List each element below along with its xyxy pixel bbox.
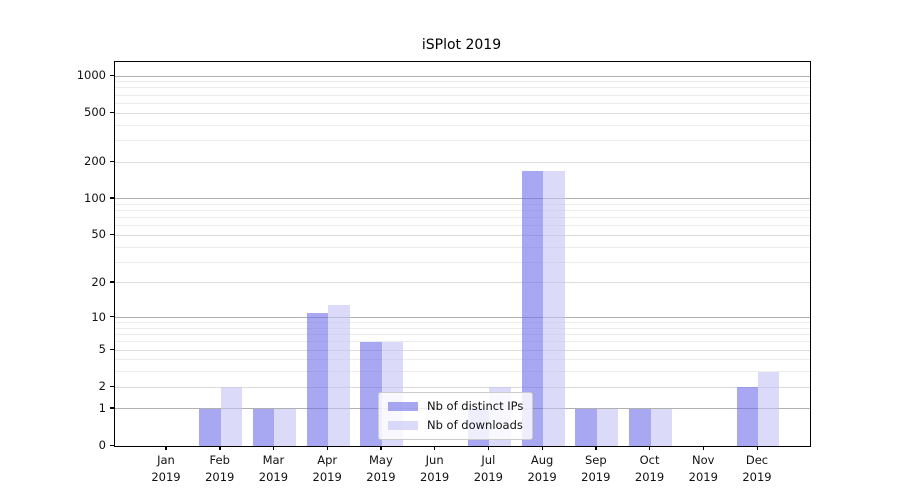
y-tick-mark-5 [110, 348, 114, 350]
x-tick-mark-jun [434, 446, 436, 450]
x-tick-mark-feb [219, 446, 221, 450]
x-tick-mark-oct [649, 446, 651, 450]
x-tick-label-jun: Jun 2019 [419, 453, 450, 484]
gridline-y-20 [115, 282, 810, 284]
gridline-y-900 [115, 81, 810, 83]
gridline-y-7 [115, 334, 810, 336]
y-tick-label-20: 20 [91, 274, 106, 289]
y-tick-mark-10 [110, 316, 114, 318]
y-tick-mark-1 [110, 407, 114, 409]
x-tick-label-apr: Apr 2019 [312, 453, 342, 484]
y-tick-label-1: 1 [98, 400, 106, 415]
bar-mar-distinct-ips [252, 408, 275, 446]
y-tick-label-500: 500 [84, 105, 106, 120]
legend-label-distinct-ips: Nb of distinct IPs [427, 399, 524, 413]
bar-feb-distinct-ips [199, 408, 221, 446]
x-tick-label-jul: Jul 2019 [473, 453, 503, 484]
gridline-y-90 [115, 203, 810, 205]
gridline-y-100 [115, 198, 810, 200]
gridline-y-50 [115, 234, 810, 236]
x-tick-label-oct: Oct 2019 [634, 453, 665, 484]
y-tick-label-5: 5 [98, 342, 106, 357]
x-tick-label-aug: Aug 2019 [527, 453, 557, 484]
y-tick-mark-500 [110, 111, 114, 113]
x-tick-label-may: May 2019 [366, 453, 396, 484]
gridline-y-3 [115, 371, 810, 373]
bar-dec-downloads [758, 371, 780, 446]
y-tick-mark-50 [110, 233, 114, 236]
gridline-y-300 [115, 139, 810, 141]
bar-sep-distinct-ips [575, 408, 597, 446]
x-tick-label-sep: Sep 2019 [581, 453, 611, 484]
bar-dec-distinct-ips [736, 387, 758, 446]
bar-oct-distinct-ips [629, 408, 651, 446]
x-tick-label-nov: Nov 2019 [688, 453, 718, 484]
gridline-y-5 [115, 349, 810, 351]
gridline-y-70 [115, 217, 810, 219]
x-tick-mark-jul [487, 446, 490, 450]
y-tick-mark-200 [110, 160, 114, 162]
x-tick-mark-dec [756, 446, 758, 450]
bar-aug-downloads [543, 170, 565, 446]
y-tick-mark-20 [110, 281, 114, 283]
gridline-y-8 [115, 327, 810, 329]
y-tick-label-50: 50 [91, 227, 106, 242]
plot-area: Nb of distinct IPs Nb of downloads [114, 61, 811, 447]
x-tick-label-dec: Dec 2019 [742, 453, 772, 484]
chart-title: iSPlot 2019 [421, 37, 502, 53]
bar-may-distinct-ips [360, 341, 382, 446]
x-tick-label-feb: Feb 2019 [205, 453, 235, 484]
x-tick-mark-jan [165, 446, 167, 450]
y-tick-mark-0 [110, 444, 114, 446]
y-tick-label-0: 0 [98, 438, 106, 452]
legend-swatch-downloads [388, 421, 418, 430]
y-tick-label-2: 2 [98, 379, 106, 394]
x-tick-label-jan: Jan 2019 [151, 453, 181, 484]
gridline-y-500 [115, 112, 810, 114]
gridline-y-400 [115, 124, 810, 126]
gridline-y-10 [115, 317, 810, 319]
y-tick-label-100: 100 [84, 190, 106, 205]
y-tick-mark-2 [110, 385, 114, 387]
legend-item-distinct-ips: Nb of distinct IPs [388, 400, 523, 413]
gridline-y-800 [115, 87, 810, 89]
gridline-y-200 [115, 161, 810, 163]
gridline-y-9 [115, 322, 810, 324]
gridline-y-2 [115, 386, 810, 388]
gridline-y-600 [115, 102, 810, 104]
x-tick-label-mar: Mar 2019 [258, 453, 289, 484]
y-tick-label-1000: 1000 [76, 68, 106, 83]
legend-item-downloads: Nb of downloads [388, 419, 523, 432]
gridline-y-6 [115, 341, 810, 343]
bar-mar-downloads [274, 408, 296, 446]
gridline-y-30 [115, 261, 810, 263]
legend-swatch-distinct-ips [388, 402, 418, 411]
x-tick-mark-sep [595, 446, 597, 450]
y-tick-mark-1000 [110, 74, 114, 76]
gridline-y-60 [115, 225, 810, 227]
legend-label-downloads: Nb of downloads [427, 418, 523, 432]
legend: Nb of distinct IPs Nb of downloads [378, 392, 534, 440]
bar-feb-downloads [220, 387, 243, 446]
y-tick-label-200: 200 [84, 154, 106, 168]
y-tick-label-10: 10 [91, 309, 106, 324]
bar-sep-downloads [596, 408, 619, 446]
y-tick-mark-100 [110, 197, 114, 199]
x-tick-mark-nov [702, 446, 705, 450]
x-tick-mark-mar [272, 446, 275, 450]
gridline-y-700 [115, 94, 810, 96]
gridline-y-1000 [115, 75, 810, 77]
x-tick-mark-apr [326, 446, 328, 450]
gridline-y-40 [115, 246, 810, 248]
x-tick-mark-may [380, 446, 382, 450]
bar-oct-downloads [650, 408, 673, 446]
bar-apr-downloads [328, 304, 350, 446]
gridline-y-80 [115, 210, 810, 212]
bar-aug-distinct-ips [521, 170, 544, 446]
gridline-y-4 [115, 359, 810, 361]
x-tick-mark-aug [541, 446, 543, 450]
bar-apr-distinct-ips [306, 312, 329, 446]
